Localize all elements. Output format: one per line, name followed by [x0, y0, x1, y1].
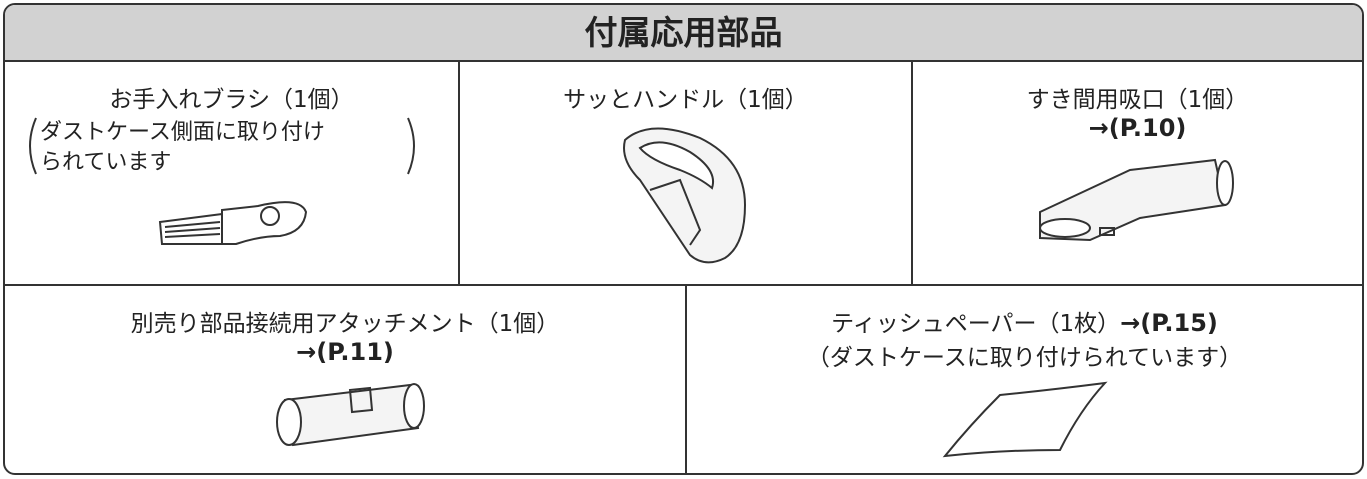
table-title: 付属応用部品 — [5, 5, 1362, 62]
item-note: ダストケース側面に取り付け — [40, 120, 325, 145]
item-ref: →(P.10) — [1088, 114, 1187, 142]
cell: お手入れブラシ（1個） ダストケース側面に取り付け られています — [5, 62, 460, 286]
parts-table: 付属応用部品 お手入れブラシ（1個） ダストケース側面に取り付け られています … — [3, 3, 1364, 475]
item-ref: →(P.15) — [1120, 309, 1218, 337]
handle-illustration — [623, 127, 747, 264]
cell: サッとハンドル（1個） — [460, 62, 913, 286]
brush-illustration — [158, 201, 308, 245]
attachment-illustration — [276, 383, 425, 447]
item-name: お手入れブラシ（1個） — [109, 87, 354, 113]
crevice-tool-illustration — [1039, 158, 1234, 242]
bracket — [407, 117, 415, 175]
item-name: 別売り部品接続用アタッチメント（1個） — [130, 311, 560, 337]
item-ref: →(P.11) — [296, 338, 394, 366]
tissue-illustration — [942, 381, 1108, 458]
item-name: ティッシュペーパー（1枚） — [831, 311, 1121, 337]
item-note: （ダストケースに取り付けられています） — [806, 345, 1243, 371]
item-line: ティッシュペーパー（1枚）→(P.15) — [687, 304, 1362, 338]
bracket — [29, 117, 37, 175]
cell: ティッシュペーパー（1枚）→(P.15) （ダストケースに取り付けられています） — [687, 286, 1362, 473]
item-note: られています — [40, 150, 172, 175]
cell: すき間用吸口（1個） →(P.10) — [913, 62, 1362, 286]
cell: 別売り部品接続用アタッチメント（1個） →(P.11) — [5, 286, 687, 473]
item-name: すき間用吸口（1個） — [1026, 87, 1249, 113]
item-name: サッとハンドル（1個） — [563, 87, 808, 113]
